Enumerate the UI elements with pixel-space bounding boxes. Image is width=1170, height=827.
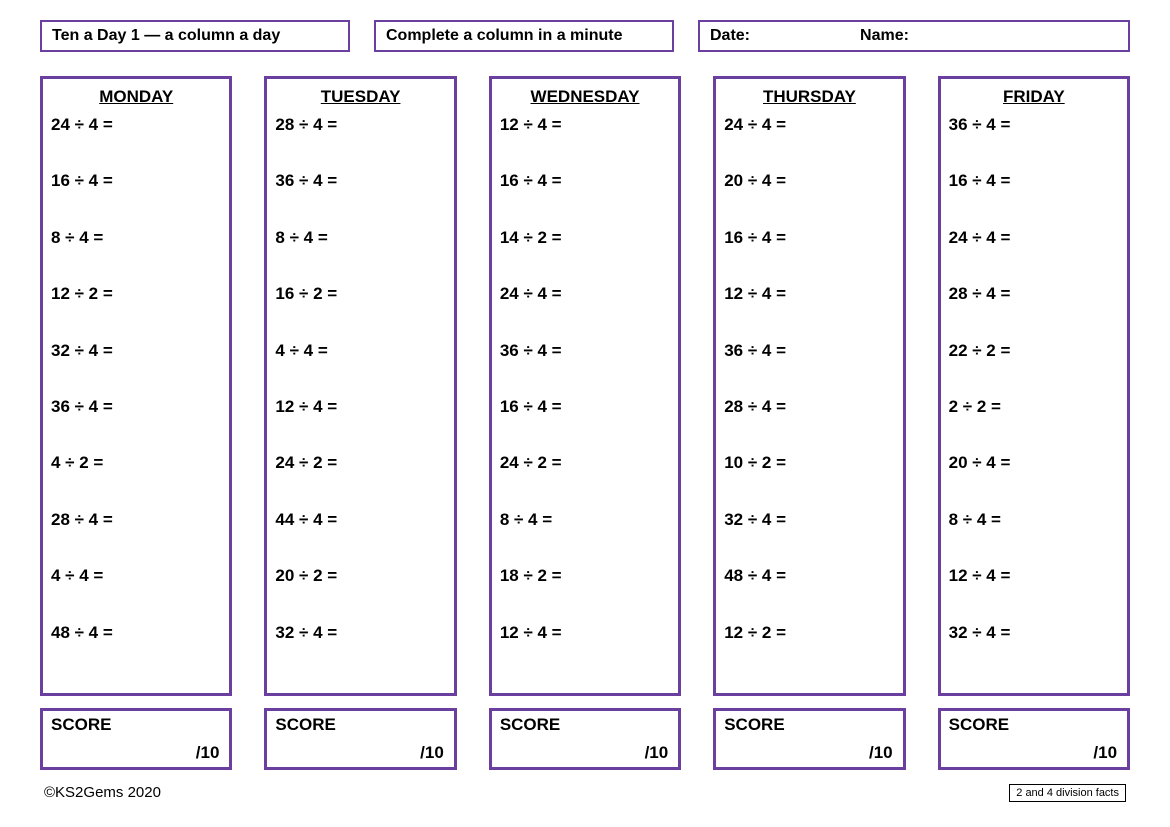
problem: 48 ÷ 4 =: [51, 621, 221, 677]
score-label: SCORE: [949, 715, 1009, 734]
day-heading: TUESDAY: [275, 87, 445, 107]
problem: 28 ÷ 4 =: [949, 282, 1119, 338]
problem: 36 ÷ 4 =: [51, 395, 221, 451]
problem: 24 ÷ 2 =: [275, 451, 445, 507]
instruction-box: Complete a column in a minute: [374, 20, 674, 52]
score-box: SCORE /10: [264, 708, 456, 770]
score-box: SCORE /10: [938, 708, 1130, 770]
problem: 24 ÷ 4 =: [500, 282, 670, 338]
problems-box: WEDNESDAY 12 ÷ 4 = 16 ÷ 4 = 14 ÷ 2 = 24 …: [489, 76, 681, 696]
problem: 32 ÷ 4 =: [51, 339, 221, 395]
score-denominator: /10: [1093, 743, 1117, 763]
problem: 32 ÷ 4 =: [724, 508, 894, 564]
problem: 36 ÷ 4 =: [500, 339, 670, 395]
problem: 16 ÷ 4 =: [724, 226, 894, 282]
problem: 8 ÷ 4 =: [500, 508, 670, 564]
problem: 16 ÷ 4 =: [500, 395, 670, 451]
header-row: Ten a Day 1 — a column a day Complete a …: [40, 20, 1130, 52]
column-monday: MONDAY 24 ÷ 4 = 16 ÷ 4 = 8 ÷ 4 = 12 ÷ 2 …: [40, 76, 232, 770]
problem: 36 ÷ 4 =: [949, 113, 1119, 169]
problem: 12 ÷ 4 =: [500, 113, 670, 169]
column-wednesday: WEDNESDAY 12 ÷ 4 = 16 ÷ 4 = 14 ÷ 2 = 24 …: [489, 76, 681, 770]
day-heading: MONDAY: [51, 87, 221, 107]
problem: 10 ÷ 2 =: [724, 451, 894, 507]
score-box: SCORE /10: [713, 708, 905, 770]
instruction-text: Complete a column in a minute: [386, 27, 622, 45]
column-tuesday: TUESDAY 28 ÷ 4 = 36 ÷ 4 = 8 ÷ 4 = 16 ÷ 2…: [264, 76, 456, 770]
date-name-box: Date: Name:: [698, 20, 1130, 52]
score-label: SCORE: [51, 715, 111, 734]
day-heading: THURSDAY: [724, 87, 894, 107]
score-box: SCORE /10: [40, 708, 232, 770]
score-label: SCORE: [724, 715, 784, 734]
score-box: SCORE /10: [489, 708, 681, 770]
day-heading: WEDNESDAY: [500, 87, 670, 107]
problem: 20 ÷ 2 =: [275, 564, 445, 620]
problem: 36 ÷ 4 =: [275, 169, 445, 225]
problem: 20 ÷ 4 =: [949, 451, 1119, 507]
problem: 14 ÷ 2 =: [500, 226, 670, 282]
name-label: Name:: [860, 27, 909, 45]
problem: 16 ÷ 4 =: [500, 169, 670, 225]
problem: 24 ÷ 4 =: [51, 113, 221, 169]
topic-box: 2 and 4 division facts: [1009, 784, 1126, 802]
problem: 12 ÷ 4 =: [275, 395, 445, 451]
problems-box: THURSDAY 24 ÷ 4 = 20 ÷ 4 = 16 ÷ 4 = 12 ÷…: [713, 76, 905, 696]
day-heading: FRIDAY: [949, 87, 1119, 107]
problem: 32 ÷ 4 =: [275, 621, 445, 677]
problem: 12 ÷ 4 =: [500, 621, 670, 677]
problem: 16 ÷ 4 =: [949, 169, 1119, 225]
problem: 24 ÷ 2 =: [500, 451, 670, 507]
problem: 24 ÷ 4 =: [949, 226, 1119, 282]
date-label: Date:: [710, 27, 750, 45]
problem: 24 ÷ 4 =: [724, 113, 894, 169]
copyright-text: ©KS2Gems 2020: [44, 784, 161, 801]
problem: 12 ÷ 4 =: [949, 564, 1119, 620]
score-denominator: /10: [869, 743, 893, 763]
problem: 22 ÷ 2 =: [949, 339, 1119, 395]
problem: 28 ÷ 4 =: [51, 508, 221, 564]
columns-container: MONDAY 24 ÷ 4 = 16 ÷ 4 = 8 ÷ 4 = 12 ÷ 2 …: [40, 76, 1130, 770]
score-denominator: /10: [420, 743, 444, 763]
problem: 28 ÷ 4 =: [724, 395, 894, 451]
problem: 36 ÷ 4 =: [724, 339, 894, 395]
problem: 28 ÷ 4 =: [275, 113, 445, 169]
problem: 4 ÷ 2 =: [51, 451, 221, 507]
problems-box: FRIDAY 36 ÷ 4 = 16 ÷ 4 = 24 ÷ 4 = 28 ÷ 4…: [938, 76, 1130, 696]
problem: 8 ÷ 4 =: [51, 226, 221, 282]
column-friday: FRIDAY 36 ÷ 4 = 16 ÷ 4 = 24 ÷ 4 = 28 ÷ 4…: [938, 76, 1130, 770]
problem: 4 ÷ 4 =: [51, 564, 221, 620]
problems-box: TUESDAY 28 ÷ 4 = 36 ÷ 4 = 8 ÷ 4 = 16 ÷ 2…: [264, 76, 456, 696]
title-text: Ten a Day 1 — a column a day: [52, 27, 280, 45]
score-denominator: /10: [196, 743, 220, 763]
score-denominator: /10: [645, 743, 669, 763]
problem: 16 ÷ 2 =: [275, 282, 445, 338]
problem: 32 ÷ 4 =: [949, 621, 1119, 677]
problem: 20 ÷ 4 =: [724, 169, 894, 225]
problem: 16 ÷ 4 =: [51, 169, 221, 225]
problem: 8 ÷ 4 =: [275, 226, 445, 282]
footer: ©KS2Gems 2020 2 and 4 division facts: [40, 784, 1130, 802]
title-box: Ten a Day 1 — a column a day: [40, 20, 350, 52]
problem: 2 ÷ 2 =: [949, 395, 1119, 451]
problem: 12 ÷ 2 =: [51, 282, 221, 338]
column-thursday: THURSDAY 24 ÷ 4 = 20 ÷ 4 = 16 ÷ 4 = 12 ÷…: [713, 76, 905, 770]
problem: 8 ÷ 4 =: [949, 508, 1119, 564]
problem: 4 ÷ 4 =: [275, 339, 445, 395]
problem: 18 ÷ 2 =: [500, 564, 670, 620]
problems-box: MONDAY 24 ÷ 4 = 16 ÷ 4 = 8 ÷ 4 = 12 ÷ 2 …: [40, 76, 232, 696]
score-label: SCORE: [500, 715, 560, 734]
problem: 48 ÷ 4 =: [724, 564, 894, 620]
problem: 44 ÷ 4 =: [275, 508, 445, 564]
score-label: SCORE: [275, 715, 335, 734]
problem: 12 ÷ 4 =: [724, 282, 894, 338]
problem: 12 ÷ 2 =: [724, 621, 894, 677]
